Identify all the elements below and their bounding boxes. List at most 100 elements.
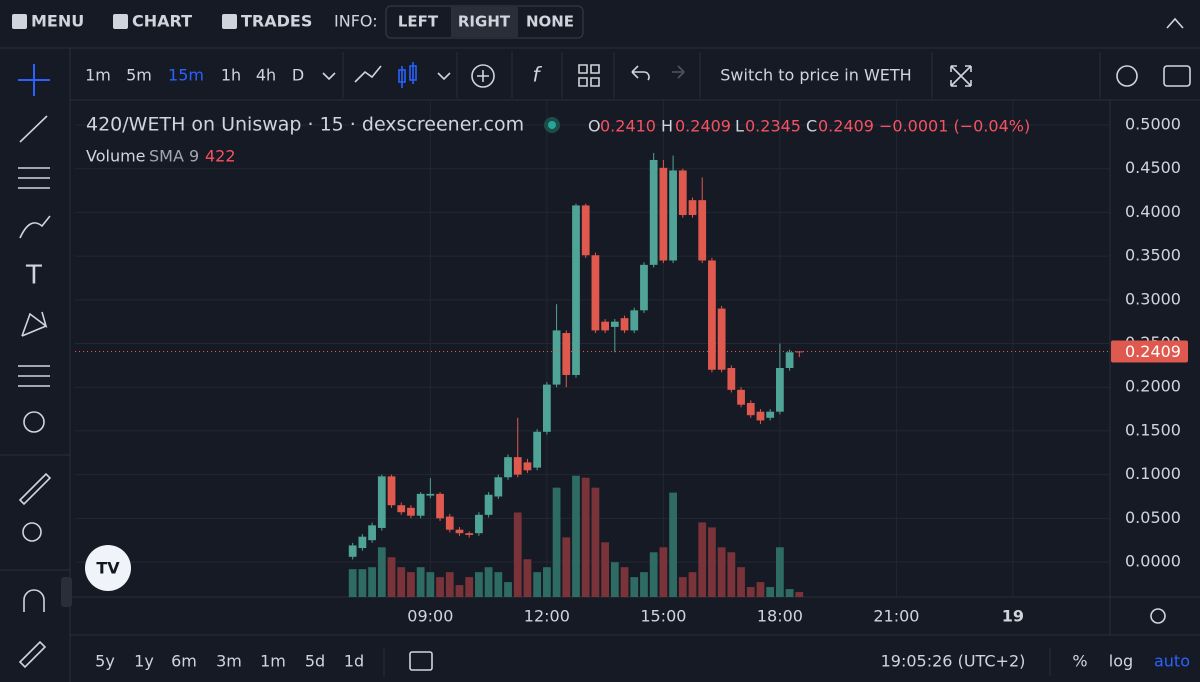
menu-toggle[interactable]: MENU [31,12,84,31]
candle-body [746,402,755,416]
magnet-tool[interactable] [23,589,45,612]
screenshot[interactable] [1163,65,1191,87]
candle-body [368,525,376,541]
candle-body [465,533,474,535]
status-dot [548,121,556,129]
left-toolbar: T [0,64,70,669]
fib-tool[interactable] [18,167,50,189]
date-range-icon[interactable] [409,651,433,671]
y-tick-label: 0.2000 [1125,377,1181,396]
pattern-tool[interactable] [21,311,48,337]
range[interactable]: 5d [305,652,325,671]
y-tick-label: 0.3500 [1125,246,1181,265]
y-tick-label: 0.1000 [1125,464,1181,483]
layout-icon[interactable] [578,64,600,87]
emoji-tool[interactable] [23,411,45,433]
trades-toggle[interactable]: TRADES [241,12,312,31]
interval[interactable]: 1m [85,66,111,85]
volume-bar [426,572,435,597]
text-tool[interactable]: T [25,261,42,291]
candle-style[interactable] [398,62,417,88]
range[interactable]: 5y [95,652,115,671]
lock-tool[interactable] [18,640,47,669]
crosshair-tool[interactable] [18,64,50,96]
volume-bar [717,547,726,597]
info-option[interactable]: NONE [526,13,574,31]
volume-bar [494,572,503,597]
range[interactable]: 1m [260,652,286,671]
checkbox[interactable] [12,14,27,29]
candle-body [455,529,464,534]
candle-body [416,493,425,516]
indicators-icon[interactable]: f [532,63,542,87]
candle-body [581,205,590,256]
range[interactable]: 1d [344,652,364,671]
checkbox[interactable] [222,14,237,29]
candle-body [698,200,707,261]
interval-active[interactable]: 15m [168,66,204,85]
bottom-bar: 5y 1y 6m 3m 1m 5d 1d 19:05:26 (UTC+2) % … [95,648,1190,676]
volume-bar [795,592,804,597]
switch-price[interactable]: Switch to price in WETH [720,66,911,85]
auto-toggle[interactable]: auto [1154,652,1190,671]
zoom-tool[interactable] [22,522,42,542]
candle-body [513,457,522,475]
axis-settings[interactable] [1150,608,1166,624]
ohlc-label: C [806,117,817,136]
prediction-tool[interactable] [18,365,50,387]
candle-body [358,536,367,549]
volume-bar [552,487,561,597]
volume-bar [387,557,396,597]
interval[interactable]: D [292,66,304,85]
fullscreen[interactable] [950,65,972,87]
collapse-icon[interactable] [1166,17,1184,29]
dropdown[interactable] [437,72,451,81]
volume-bar [610,562,619,597]
add-indicator-plus [477,70,489,82]
candle-body [630,310,639,331]
volume-bar [484,567,493,597]
range[interactable]: 3m [216,652,242,671]
volume-bar [416,567,425,597]
candle-body [601,321,610,331]
volume-bar [368,567,376,597]
chart-toggle[interactable]: CHART [132,12,192,31]
line-style[interactable] [354,65,382,83]
tv-logo-text: TV [96,559,120,578]
candle-body [717,308,726,370]
dropdown[interactable] [322,72,336,81]
x-tick-label: 21:00 [873,607,919,626]
interval[interactable]: 5m [126,66,152,85]
volume-bar [756,582,765,597]
y-tick-label: 0.5000 [1125,114,1181,133]
panel-toggle[interactable] [61,577,72,607]
plot: 0.00000.05000.10000.15000.20000.25000.30… [75,100,1188,626]
tv-logo[interactable] [85,545,131,591]
redo[interactable] [672,65,685,79]
percent-toggle[interactable]: % [1072,652,1087,671]
log-toggle[interactable]: log [1109,652,1133,671]
range[interactable]: 6m [171,652,197,671]
info-option[interactable]: LEFT [398,13,439,31]
undo[interactable] [631,65,650,81]
checkbox[interactable] [113,14,128,29]
interval[interactable]: 4h [256,66,276,85]
candle-body [776,367,784,412]
add-indicator[interactable] [471,64,495,88]
volume-bar [601,542,610,597]
symbol-title: 420/WETH on Uniswap · 15 · dexscreener.c… [86,114,524,136]
volume-bar [377,547,386,597]
candle-body [737,389,745,405]
ohlc-value: 0.2409 [818,117,874,136]
interval[interactable]: 1h [221,66,241,85]
candle-body [397,505,406,513]
ohlc-value: 0.2410 [600,117,656,136]
volume-bar [708,527,716,597]
brush-tool[interactable] [19,215,51,239]
range[interactable]: 1y [134,652,154,671]
settings[interactable] [1116,65,1138,87]
ruler-tool[interactable] [18,472,52,506]
line-tool[interactable] [19,115,48,143]
legend: 420/WETH on Uniswap · 15 · dexscreener.c… [86,114,1030,166]
info-option[interactable]: RIGHT [458,13,511,31]
